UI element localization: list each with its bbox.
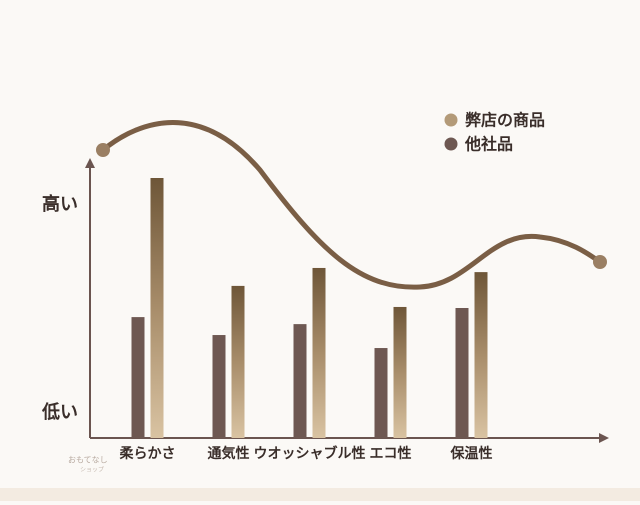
bar	[231, 285, 245, 438]
x-tick-label: 保温性	[450, 445, 493, 462]
legend-label: 他社品	[464, 135, 513, 154]
x-tick-label: ウオッシャブル性	[254, 445, 366, 462]
bar	[374, 348, 388, 438]
bar	[150, 178, 164, 438]
x-tick-label: エコ性	[370, 445, 412, 462]
bar	[393, 306, 407, 438]
y-low-label: 低い	[41, 401, 78, 423]
watermark: おもてなし	[68, 456, 108, 465]
bar	[293, 324, 307, 438]
bar	[474, 272, 488, 438]
legend-label: 弊店の商品	[465, 111, 545, 130]
bar	[212, 335, 226, 438]
x-tick-label: 柔らかさ	[119, 446, 176, 462]
curve-dot	[96, 143, 110, 157]
trend-curve	[101, 120, 602, 290]
curve-dot	[593, 255, 607, 269]
bar	[455, 308, 469, 438]
watermark: ショップ	[80, 467, 104, 474]
y-high-label: 高い	[42, 193, 78, 215]
x-tick-label: 通気性	[208, 445, 250, 462]
bar	[131, 317, 145, 438]
legend-marker	[444, 113, 458, 127]
legend-marker	[444, 137, 458, 151]
bar	[312, 267, 326, 438]
footer-strip	[0, 488, 640, 501]
